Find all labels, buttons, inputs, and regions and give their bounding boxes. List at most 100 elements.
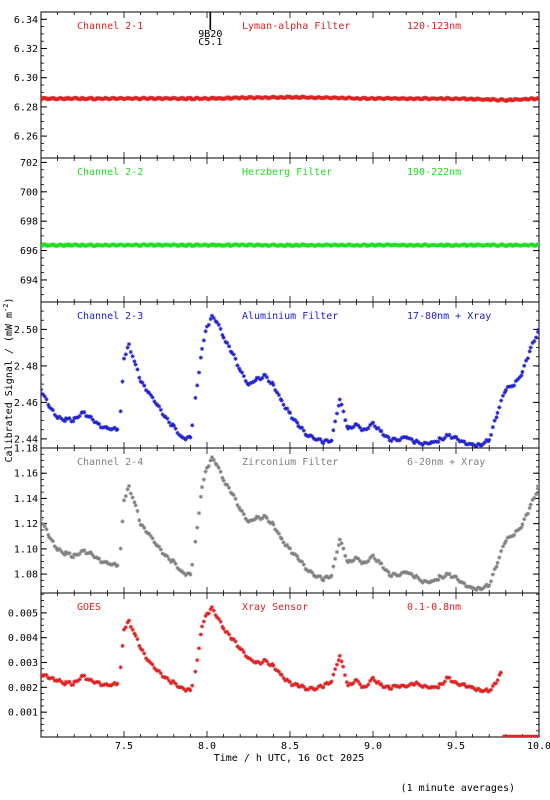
panel-label: GOES (77, 602, 101, 613)
data-point (279, 398, 284, 403)
data-point (214, 462, 220, 468)
footnote: (1 minute averages) (401, 783, 515, 794)
data-point (54, 678, 59, 683)
data-point (417, 683, 423, 688)
data-point (198, 632, 203, 637)
data-point (416, 575, 421, 581)
data-point (201, 477, 206, 482)
data-point (77, 413, 82, 419)
data-point (376, 558, 381, 563)
data-point (535, 329, 539, 335)
data-point (322, 575, 328, 580)
data-point (180, 569, 185, 574)
data-point (175, 430, 180, 436)
data-point (160, 412, 165, 417)
data-point (206, 464, 211, 469)
data-point (190, 423, 195, 428)
data-point (183, 688, 188, 693)
data-point (392, 436, 398, 441)
data-point (88, 414, 93, 419)
data-point (424, 579, 429, 584)
data-point (138, 522, 143, 527)
data-point (193, 669, 198, 674)
data-point (198, 355, 203, 360)
data-point (243, 653, 248, 659)
x-tick-label: 9.0 (364, 741, 382, 752)
data-point (41, 521, 45, 527)
data-point (107, 561, 112, 566)
data-point (226, 632, 232, 637)
data-point (214, 615, 220, 620)
data-point (304, 567, 309, 572)
panels: 6.26 6.28 6.30 6.32 6.34 Channel 2-1 Lyman-alp… (8, 11, 540, 738)
data-point (59, 416, 64, 421)
data-point (137, 518, 142, 523)
data-point (370, 553, 376, 558)
data-point (118, 665, 123, 670)
y-tick-label: 6.28 (14, 102, 38, 113)
y-tick-label: 2.48 (14, 361, 38, 372)
data-point (209, 455, 215, 460)
data-point (120, 519, 125, 524)
data-point (152, 666, 157, 671)
data-point (150, 662, 155, 667)
data-point (94, 555, 99, 560)
data-point (193, 395, 198, 400)
panel-label: Lyman-alpha Filter (242, 21, 350, 32)
panel-label: 0.1-0.8nm (407, 602, 461, 613)
data-point (171, 558, 176, 564)
data-point (381, 565, 386, 570)
data-point (112, 561, 117, 566)
data-point (366, 682, 371, 687)
data-point (495, 678, 500, 683)
data-point (90, 679, 95, 684)
panel-frame (40, 11, 540, 159)
data-point (110, 426, 115, 431)
data-point (326, 575, 331, 580)
data-point (349, 425, 354, 431)
data-point (137, 243, 143, 248)
data-point (321, 578, 326, 583)
data-point (424, 684, 429, 689)
data-point (490, 425, 495, 430)
data-point (404, 570, 409, 575)
data-point (196, 646, 202, 651)
series-5 (41, 604, 539, 737)
data-point (160, 674, 165, 679)
data-point (520, 369, 525, 375)
data-point (347, 681, 353, 686)
data-point (60, 681, 66, 686)
data-point (440, 681, 446, 687)
data-point (364, 684, 369, 689)
data-point (359, 561, 364, 566)
data-point (279, 536, 284, 541)
data-point (285, 677, 290, 682)
data-point (470, 684, 475, 690)
data-point (203, 469, 208, 474)
data-point (71, 555, 76, 560)
data-point (209, 604, 215, 610)
data-point (270, 520, 275, 525)
data-point (89, 95, 94, 100)
data-point (337, 537, 342, 542)
data-point (225, 340, 230, 346)
data-point (370, 420, 376, 425)
data-point (414, 573, 419, 578)
data-point (497, 555, 502, 560)
data-point (49, 537, 54, 542)
data-point (243, 516, 248, 521)
data-point (150, 536, 155, 541)
data-point (59, 679, 64, 684)
data-point (214, 320, 220, 325)
data-point (439, 574, 444, 579)
data-point (354, 422, 359, 427)
data-point (168, 681, 174, 686)
data-point (41, 392, 45, 397)
y-tick-label: 698 (20, 217, 38, 228)
data-point (484, 582, 489, 587)
data-point (523, 513, 529, 518)
data-point (478, 587, 483, 592)
data-point (46, 402, 51, 407)
data-point (512, 532, 517, 538)
